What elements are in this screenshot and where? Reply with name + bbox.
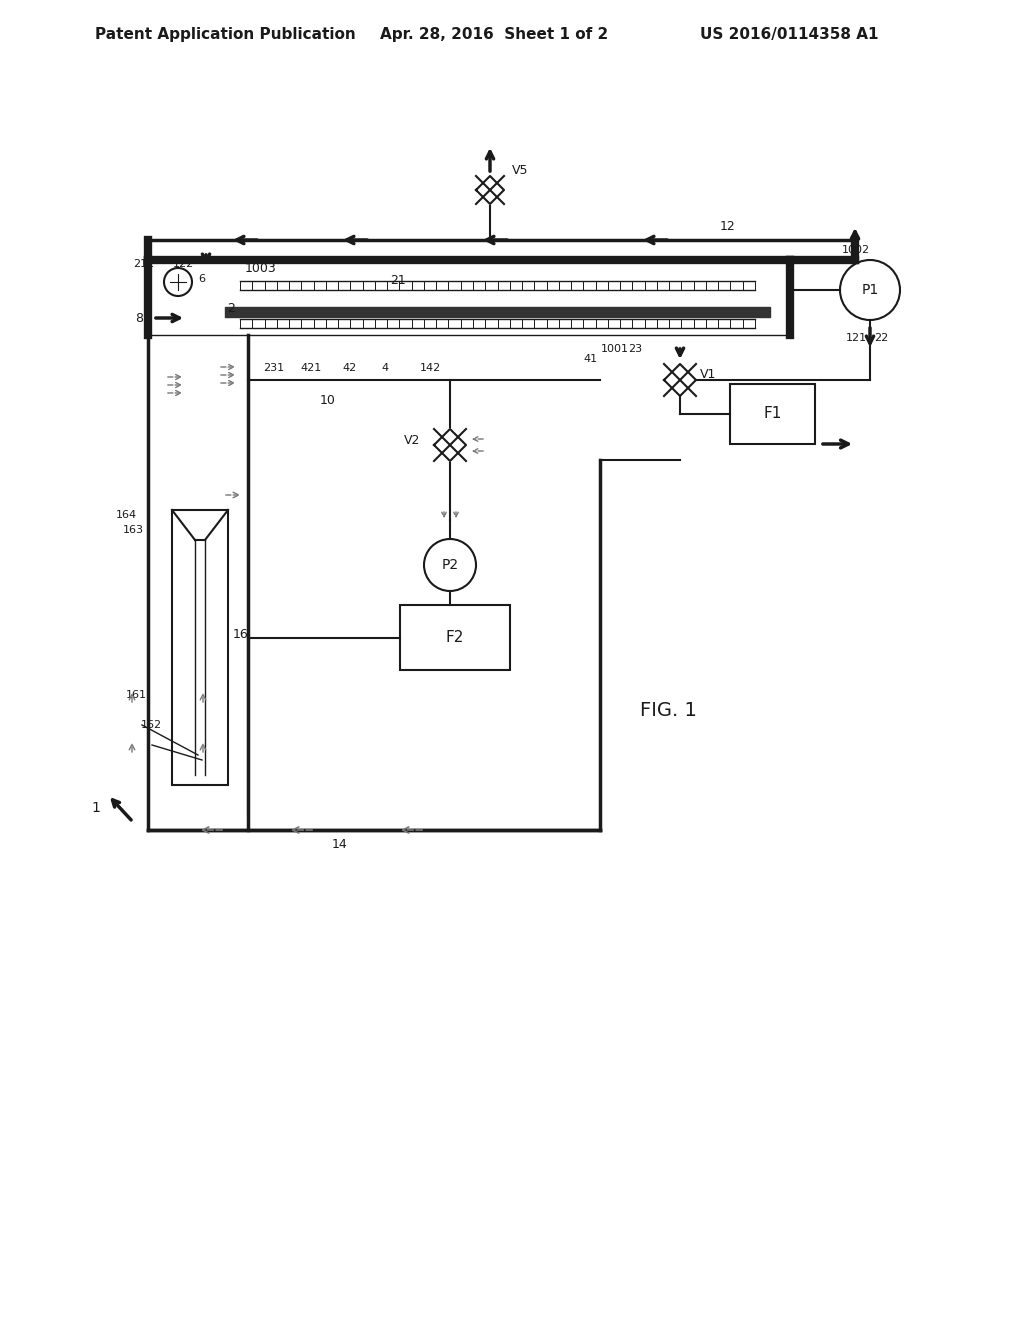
Text: P1: P1 (861, 282, 879, 297)
Text: 1002: 1002 (842, 246, 870, 255)
Text: FIG. 1: FIG. 1 (640, 701, 697, 719)
Text: 161: 161 (126, 690, 147, 700)
Text: P2: P2 (441, 558, 459, 572)
Text: 16: 16 (233, 628, 249, 642)
Text: 121: 121 (846, 333, 867, 343)
Text: 4: 4 (381, 363, 388, 374)
Text: 162: 162 (141, 719, 162, 730)
Text: 1001: 1001 (601, 345, 629, 354)
Text: 1003: 1003 (245, 261, 276, 275)
Text: 421: 421 (300, 363, 322, 374)
Text: 142: 142 (420, 363, 440, 374)
Text: 164: 164 (116, 510, 137, 520)
Text: 14: 14 (332, 837, 348, 850)
Text: 23: 23 (628, 345, 642, 354)
Text: F2: F2 (445, 630, 464, 645)
Text: 211: 211 (133, 259, 154, 269)
Text: 2: 2 (227, 301, 234, 314)
Text: 6: 6 (198, 275, 205, 284)
Text: 10: 10 (319, 393, 336, 407)
Bar (400, 605, 510, 671)
Text: 21: 21 (390, 273, 406, 286)
Text: 231: 231 (263, 363, 284, 374)
Text: F1: F1 (763, 407, 781, 421)
Text: 1: 1 (91, 801, 100, 814)
Bar (172, 510, 228, 785)
Text: Apr. 28, 2016  Sheet 1 of 2: Apr. 28, 2016 Sheet 1 of 2 (380, 28, 608, 42)
Text: 42: 42 (343, 363, 357, 374)
Text: 122: 122 (173, 259, 195, 269)
Text: V5: V5 (512, 164, 528, 177)
Text: 12: 12 (720, 219, 736, 232)
Text: 41: 41 (583, 354, 597, 364)
Bar (730, 384, 815, 444)
Text: Patent Application Publication: Patent Application Publication (95, 28, 355, 42)
Text: V2: V2 (403, 433, 420, 446)
Text: 8: 8 (135, 312, 143, 325)
Text: 22: 22 (874, 333, 888, 343)
Text: 163: 163 (123, 525, 144, 535)
Text: US 2016/0114358 A1: US 2016/0114358 A1 (700, 28, 879, 42)
Text: V1: V1 (700, 368, 717, 381)
